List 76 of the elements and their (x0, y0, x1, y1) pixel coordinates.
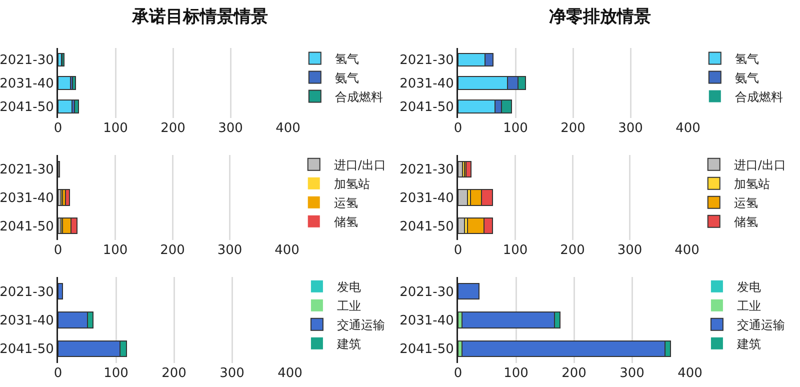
legend-label: 储氢 (334, 215, 358, 230)
y-tick-label: 2031-40 (400, 191, 454, 206)
y-tick-label: 2021-30 (400, 284, 454, 300)
legend-label: 工业 (736, 299, 761, 314)
y-tick-label: 2021-30 (0, 53, 54, 68)
x-tick-label: 400 (278, 366, 302, 381)
x-tick-label: 400 (676, 121, 700, 136)
y-tick-label: 2041-50 (0, 100, 54, 115)
bar (58, 282, 64, 300)
legend-label: 氨气 (734, 70, 759, 85)
x-tick-label: 300 (220, 366, 244, 381)
x-tick-label: 400 (674, 243, 700, 258)
x-tick-label: 0 (454, 121, 462, 136)
y-tick-label: 2021-30 (0, 162, 54, 178)
y-tick-label: 2041-50 (400, 100, 454, 115)
y-tick-label: 2031-40 (0, 191, 54, 206)
y-tick-label: 2031-40 (400, 76, 454, 92)
legend-label: 氢气 (734, 52, 759, 66)
x-tick-label: 100 (103, 121, 128, 136)
bar (458, 282, 480, 300)
x-tick-label: 200 (560, 243, 585, 258)
x-tick-label: 300 (218, 121, 243, 136)
legend-label: 建筑 (736, 337, 761, 352)
legend-label: 建筑 (336, 337, 361, 352)
legend-label: 运氢 (334, 196, 358, 210)
y-tick-label: 2031-40 (0, 76, 54, 92)
y-tick-label: 2041-50 (0, 219, 54, 234)
x-tick-label: 100 (104, 366, 128, 381)
legend-label: 交通运输 (336, 318, 385, 332)
y-tick-label: 2021-30 (0, 284, 54, 300)
x-tick-label: 400 (274, 243, 300, 258)
x-tick-label: 300 (217, 243, 242, 258)
y-tick-label: 2021-30 (400, 162, 454, 178)
x-tick-label: 300 (620, 366, 644, 381)
chart-title: 承诺目标情景情景 (131, 6, 268, 27)
bar (466, 160, 472, 178)
y-tick-label: 2031-40 (0, 314, 54, 329)
legend-label: 氨气 (334, 70, 359, 85)
legend-label: 氢气 (334, 52, 359, 66)
x-tick-label: 200 (562, 366, 586, 381)
x-tick-label: 100 (504, 366, 528, 381)
legend-label: 运氢 (734, 196, 758, 210)
x-tick-label: 0 (54, 366, 62, 381)
x-tick-label: 0 (454, 243, 462, 258)
y-tick-label: 2041-50 (400, 342, 454, 358)
legend-label: 加氢站 (734, 177, 770, 192)
legend-label: 进口/出口 (734, 158, 786, 172)
legend-label: 工业 (336, 299, 361, 314)
x-tick-label: 100 (102, 243, 128, 258)
x-tick-label: 0 (54, 243, 62, 258)
chart-title: 净零排放情景 (549, 6, 651, 27)
x-tick-label: 400 (678, 366, 702, 381)
x-tick-label: 200 (162, 366, 186, 381)
x-tick-label: 300 (618, 121, 643, 136)
y-tick-label: 2041-50 (400, 219, 454, 234)
x-tick-label: 100 (502, 243, 528, 258)
x-tick-label: 200 (160, 243, 185, 258)
y-tick-label: 2031-40 (400, 314, 454, 329)
legend-label: 合成燃料 (734, 90, 783, 104)
y-tick-label: 2021-30 (400, 53, 454, 68)
x-tick-label: 200 (160, 121, 186, 136)
x-tick-label: 100 (503, 121, 528, 136)
legend-label: 发电 (336, 280, 361, 294)
legend-label: 进口/出口 (334, 158, 386, 172)
x-tick-label: 0 (54, 121, 62, 136)
x-tick-label: 300 (617, 243, 642, 258)
legend-label: 交通运输 (736, 318, 785, 332)
legend-label: 合成燃料 (334, 90, 383, 104)
legend-label: 储氢 (734, 215, 758, 230)
x-tick-label: 0 (454, 366, 462, 381)
x-tick-label: 200 (560, 121, 586, 136)
x-tick-label: 400 (276, 121, 300, 136)
legend-label: 发电 (736, 280, 761, 294)
bar (458, 189, 468, 206)
legend-label: 加氢站 (334, 177, 370, 192)
y-tick-label: 2041-50 (0, 342, 54, 358)
